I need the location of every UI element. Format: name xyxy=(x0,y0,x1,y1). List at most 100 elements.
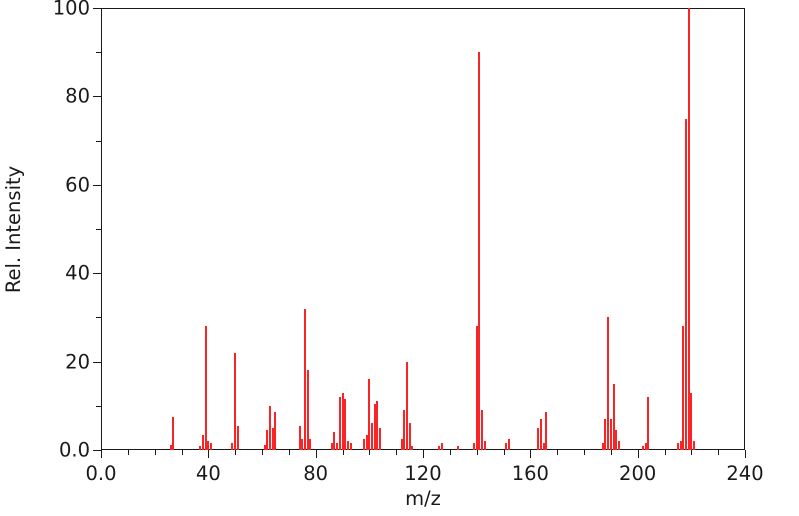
spectrum-peak xyxy=(330,443,333,450)
x-tick-minor xyxy=(262,450,263,455)
x-tick-minor xyxy=(396,450,398,455)
spectrum-peak xyxy=(505,443,508,450)
spectrum-peak xyxy=(379,427,382,450)
spectrum-peak xyxy=(537,427,540,450)
spectrum-peak xyxy=(306,370,309,450)
x-tick-minor xyxy=(449,450,451,455)
spectrum-peak xyxy=(234,352,237,450)
plot-area: 0.0 20 40 60 80 100 0.0 40 80 120 160 200 240 xyxy=(53,0,764,485)
spectrum-peak xyxy=(456,445,459,450)
spectrum-peak xyxy=(540,419,543,450)
spectrum-peak xyxy=(679,441,682,450)
y-axis-title-text: Rel. Intensity xyxy=(2,165,26,293)
spectrum-peak xyxy=(201,434,204,450)
x-tick-minor xyxy=(342,450,344,455)
spectrum-peak xyxy=(210,443,213,450)
x-tick-minor xyxy=(557,450,559,455)
spectrum-peak xyxy=(481,410,484,450)
spectrum-peak xyxy=(612,383,615,450)
x-axis-title-text: m/z xyxy=(405,487,441,510)
spectrum-peak xyxy=(373,403,376,450)
x-tick-minor xyxy=(691,450,693,455)
y-tick-minor xyxy=(96,140,101,142)
x-tick-major xyxy=(745,450,746,458)
x-tick-label: 80 xyxy=(303,462,329,485)
x-tick-minor xyxy=(154,450,156,455)
spectrum-peak xyxy=(341,392,344,450)
spectrum-peak xyxy=(333,432,336,450)
spectrum-peak xyxy=(604,419,607,450)
spectrum-peak xyxy=(542,443,545,450)
y-tick-major xyxy=(93,184,101,186)
spectrum-peak xyxy=(607,317,610,450)
spectrum-peak xyxy=(687,8,690,450)
spectrum-peak xyxy=(601,443,604,450)
spectrum-peak xyxy=(617,441,620,450)
x-tick-label: 160 xyxy=(511,462,549,485)
spectrum-peak xyxy=(609,419,612,450)
x-tick-minor xyxy=(476,450,478,455)
spectrum-peak xyxy=(647,396,650,450)
spectrum-peak xyxy=(400,438,403,450)
spectrum-peak xyxy=(693,441,696,450)
spectrum-peak xyxy=(263,444,266,450)
x-tick-minor xyxy=(369,450,371,455)
y-tick-minor xyxy=(96,405,101,407)
y-tick-major xyxy=(93,361,101,363)
spectrum-peak xyxy=(336,443,339,450)
x-tick-label: 40 xyxy=(195,462,221,485)
spectrum-peak xyxy=(642,445,645,450)
spectrum-peak xyxy=(690,392,693,450)
spectrum-peak xyxy=(172,416,175,450)
x-tick-minor xyxy=(127,450,129,455)
x-tick-minor xyxy=(718,450,720,455)
spectrum-peak xyxy=(231,443,234,450)
spectrum-peak xyxy=(545,412,548,450)
spectrum-peak xyxy=(269,405,272,450)
x-tick-major xyxy=(423,450,424,458)
y-tick-major xyxy=(93,273,101,275)
spectrum-peak xyxy=(376,401,379,450)
x-tick-major xyxy=(315,450,317,458)
y-tick-label: 100 xyxy=(52,0,90,20)
spectrum-peak xyxy=(676,443,679,450)
spectrum-peak xyxy=(301,438,304,450)
spectrum-peak xyxy=(344,399,347,450)
y-tick-label: 80 xyxy=(65,84,90,108)
x-tick-label: 120 xyxy=(404,462,442,485)
x-tick-major xyxy=(637,450,639,458)
x-axis-title: m/z xyxy=(101,487,745,510)
x-tick-label: 240 xyxy=(726,462,764,485)
y-tick-minor xyxy=(96,229,101,230)
spectrum-peak xyxy=(309,438,312,450)
spectrum-peak xyxy=(371,423,374,450)
spectrum-peak xyxy=(207,441,210,450)
spectrum-peak xyxy=(368,379,371,450)
y-axis-title: Rel. Intensity xyxy=(0,8,28,450)
spectrum-peak xyxy=(362,438,365,450)
y-tick-minor xyxy=(96,52,101,54)
spectrum-peak xyxy=(266,430,269,450)
spectrum-peak xyxy=(169,444,172,450)
spectrum-peak xyxy=(440,443,443,450)
spectrum-peak xyxy=(684,118,687,450)
y-tick-label: 0.0 xyxy=(58,438,90,462)
x-tick-minor xyxy=(235,450,237,455)
spectrum-peak xyxy=(365,434,368,450)
spectrum-peak xyxy=(411,445,414,450)
spectrum-peak xyxy=(204,326,207,450)
plot-frame xyxy=(101,8,745,450)
x-tick-minor xyxy=(664,450,666,455)
spectrum-peak xyxy=(438,445,441,450)
spectrum-peak xyxy=(405,361,408,450)
x-tick-label: 200 xyxy=(619,462,657,485)
spectrum-peak xyxy=(478,52,481,450)
y-tick-label: 60 xyxy=(65,173,90,197)
spectrum-peak xyxy=(408,423,411,450)
x-tick-label: 0.0 xyxy=(85,462,117,485)
spectrum-peak xyxy=(644,443,647,450)
y-tick-major xyxy=(93,450,101,451)
x-tick-minor xyxy=(288,450,290,455)
spectrum-peak xyxy=(615,430,618,450)
